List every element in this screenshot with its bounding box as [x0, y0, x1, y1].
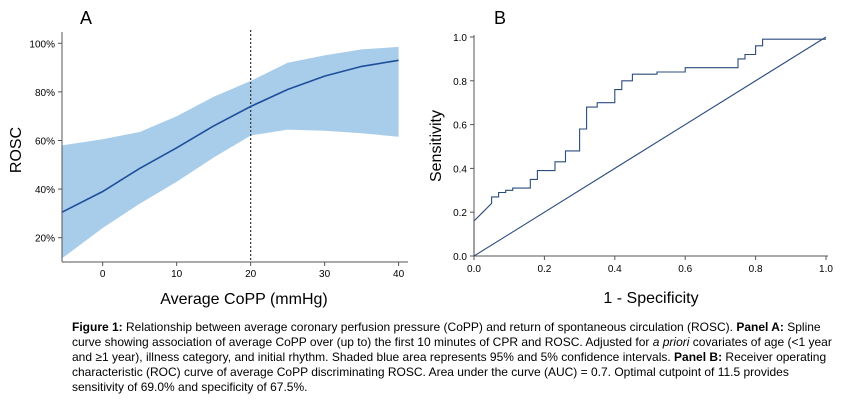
x-tick-label: 0.6	[678, 264, 692, 275]
x-tick-label: 1.0	[819, 264, 833, 275]
caption-intro: Relationship between average coronary pe…	[122, 320, 737, 334]
panel-b-roc-lines	[473, 36, 827, 257]
y-tick-label: 60%	[35, 136, 55, 147]
caption-panel-a-text-1: Spline curve showing association of aver…	[72, 320, 821, 349]
y-tick-label: 40%	[35, 185, 55, 196]
panel-b-y-ticks: 0.0 0.2 0.4 0.6 0.8 1.0	[453, 33, 474, 263]
x-tick-label: 0.0	[467, 264, 481, 275]
y-tick-label: 0.0	[453, 252, 467, 263]
roc-curve	[473, 38, 826, 256]
x-tick-label: 0.4	[608, 264, 622, 275]
panel-a-x-ticks: 0 10 20 30 40	[100, 262, 405, 280]
confidence-band-area	[62, 46, 399, 259]
x-tick-label: 40	[393, 269, 405, 280]
x-tick-label: 0	[100, 269, 106, 280]
y-tick-label: 100%	[29, 39, 55, 50]
panel-a-y-axis-label: ROSC	[8, 127, 25, 173]
panel-b-x-ticks: 0.0 0.2 0.4 0.6 0.8 1.0	[467, 256, 833, 275]
y-tick-label: 20%	[35, 234, 55, 245]
caption-panel-a-text-2: covariates of age (<1 year and ≥1 year),…	[72, 335, 832, 364]
y-tick-label: 0.6	[453, 121, 467, 132]
panel-a-label: A	[80, 8, 92, 28]
spline-curve	[61, 59, 399, 213]
caption-title: Figure 1:	[72, 320, 123, 334]
panel-a: A 20% 40% 60% 80% 100% 0 10 20 30 40 Average CoP…	[8, 8, 408, 308]
panel-b-y-axis-label: Sensitivity	[428, 110, 445, 182]
reference-diagonal	[473, 36, 827, 257]
panel-b-x-axis-label: 1 - Specificity	[603, 290, 698, 307]
panel-a-y-ticks: 20% 40% 60% 80% 100%	[29, 39, 62, 245]
figure-caption: Figure 1: Relationship between average c…	[72, 320, 832, 395]
x-tick-label: 10	[171, 269, 183, 280]
panel-b: B 0.00.20.40.60.81.0 0.0 0.2 0.4 0.6 0.8 1.0 …	[428, 8, 833, 307]
panel-a-confidence-band	[62, 46, 399, 259]
panel-a-spline-line	[61, 59, 399, 213]
panel-a-x-axis-label: Average CoPP (mmHg)	[160, 291, 327, 308]
panel-b-label: B	[494, 8, 506, 28]
x-tick-label: 20	[245, 269, 257, 280]
x-tick-label: 0.8	[749, 264, 763, 275]
y-tick-label: 0.2	[453, 208, 467, 219]
x-tick-label: 30	[319, 269, 331, 280]
y-tick-label: 0.4	[453, 164, 467, 175]
y-tick-label: 80%	[35, 88, 55, 99]
caption-panel-a-italic: a priori	[652, 335, 690, 349]
y-tick-label: 1.0	[453, 33, 467, 44]
caption-panel-b-text: Receiver operating characteristic (ROC) …	[72, 350, 827, 394]
figure-canvas: A 20% 40% 60% 80% 100% 0 10 20 30 40 Average CoP…	[8, 8, 833, 308]
y-tick-label: 0.8	[453, 77, 467, 88]
caption-panel-a-label: Panel A:	[736, 320, 784, 334]
caption-panel-b-label: Panel B:	[674, 350, 723, 364]
x-tick-label: 0.2	[537, 264, 551, 275]
